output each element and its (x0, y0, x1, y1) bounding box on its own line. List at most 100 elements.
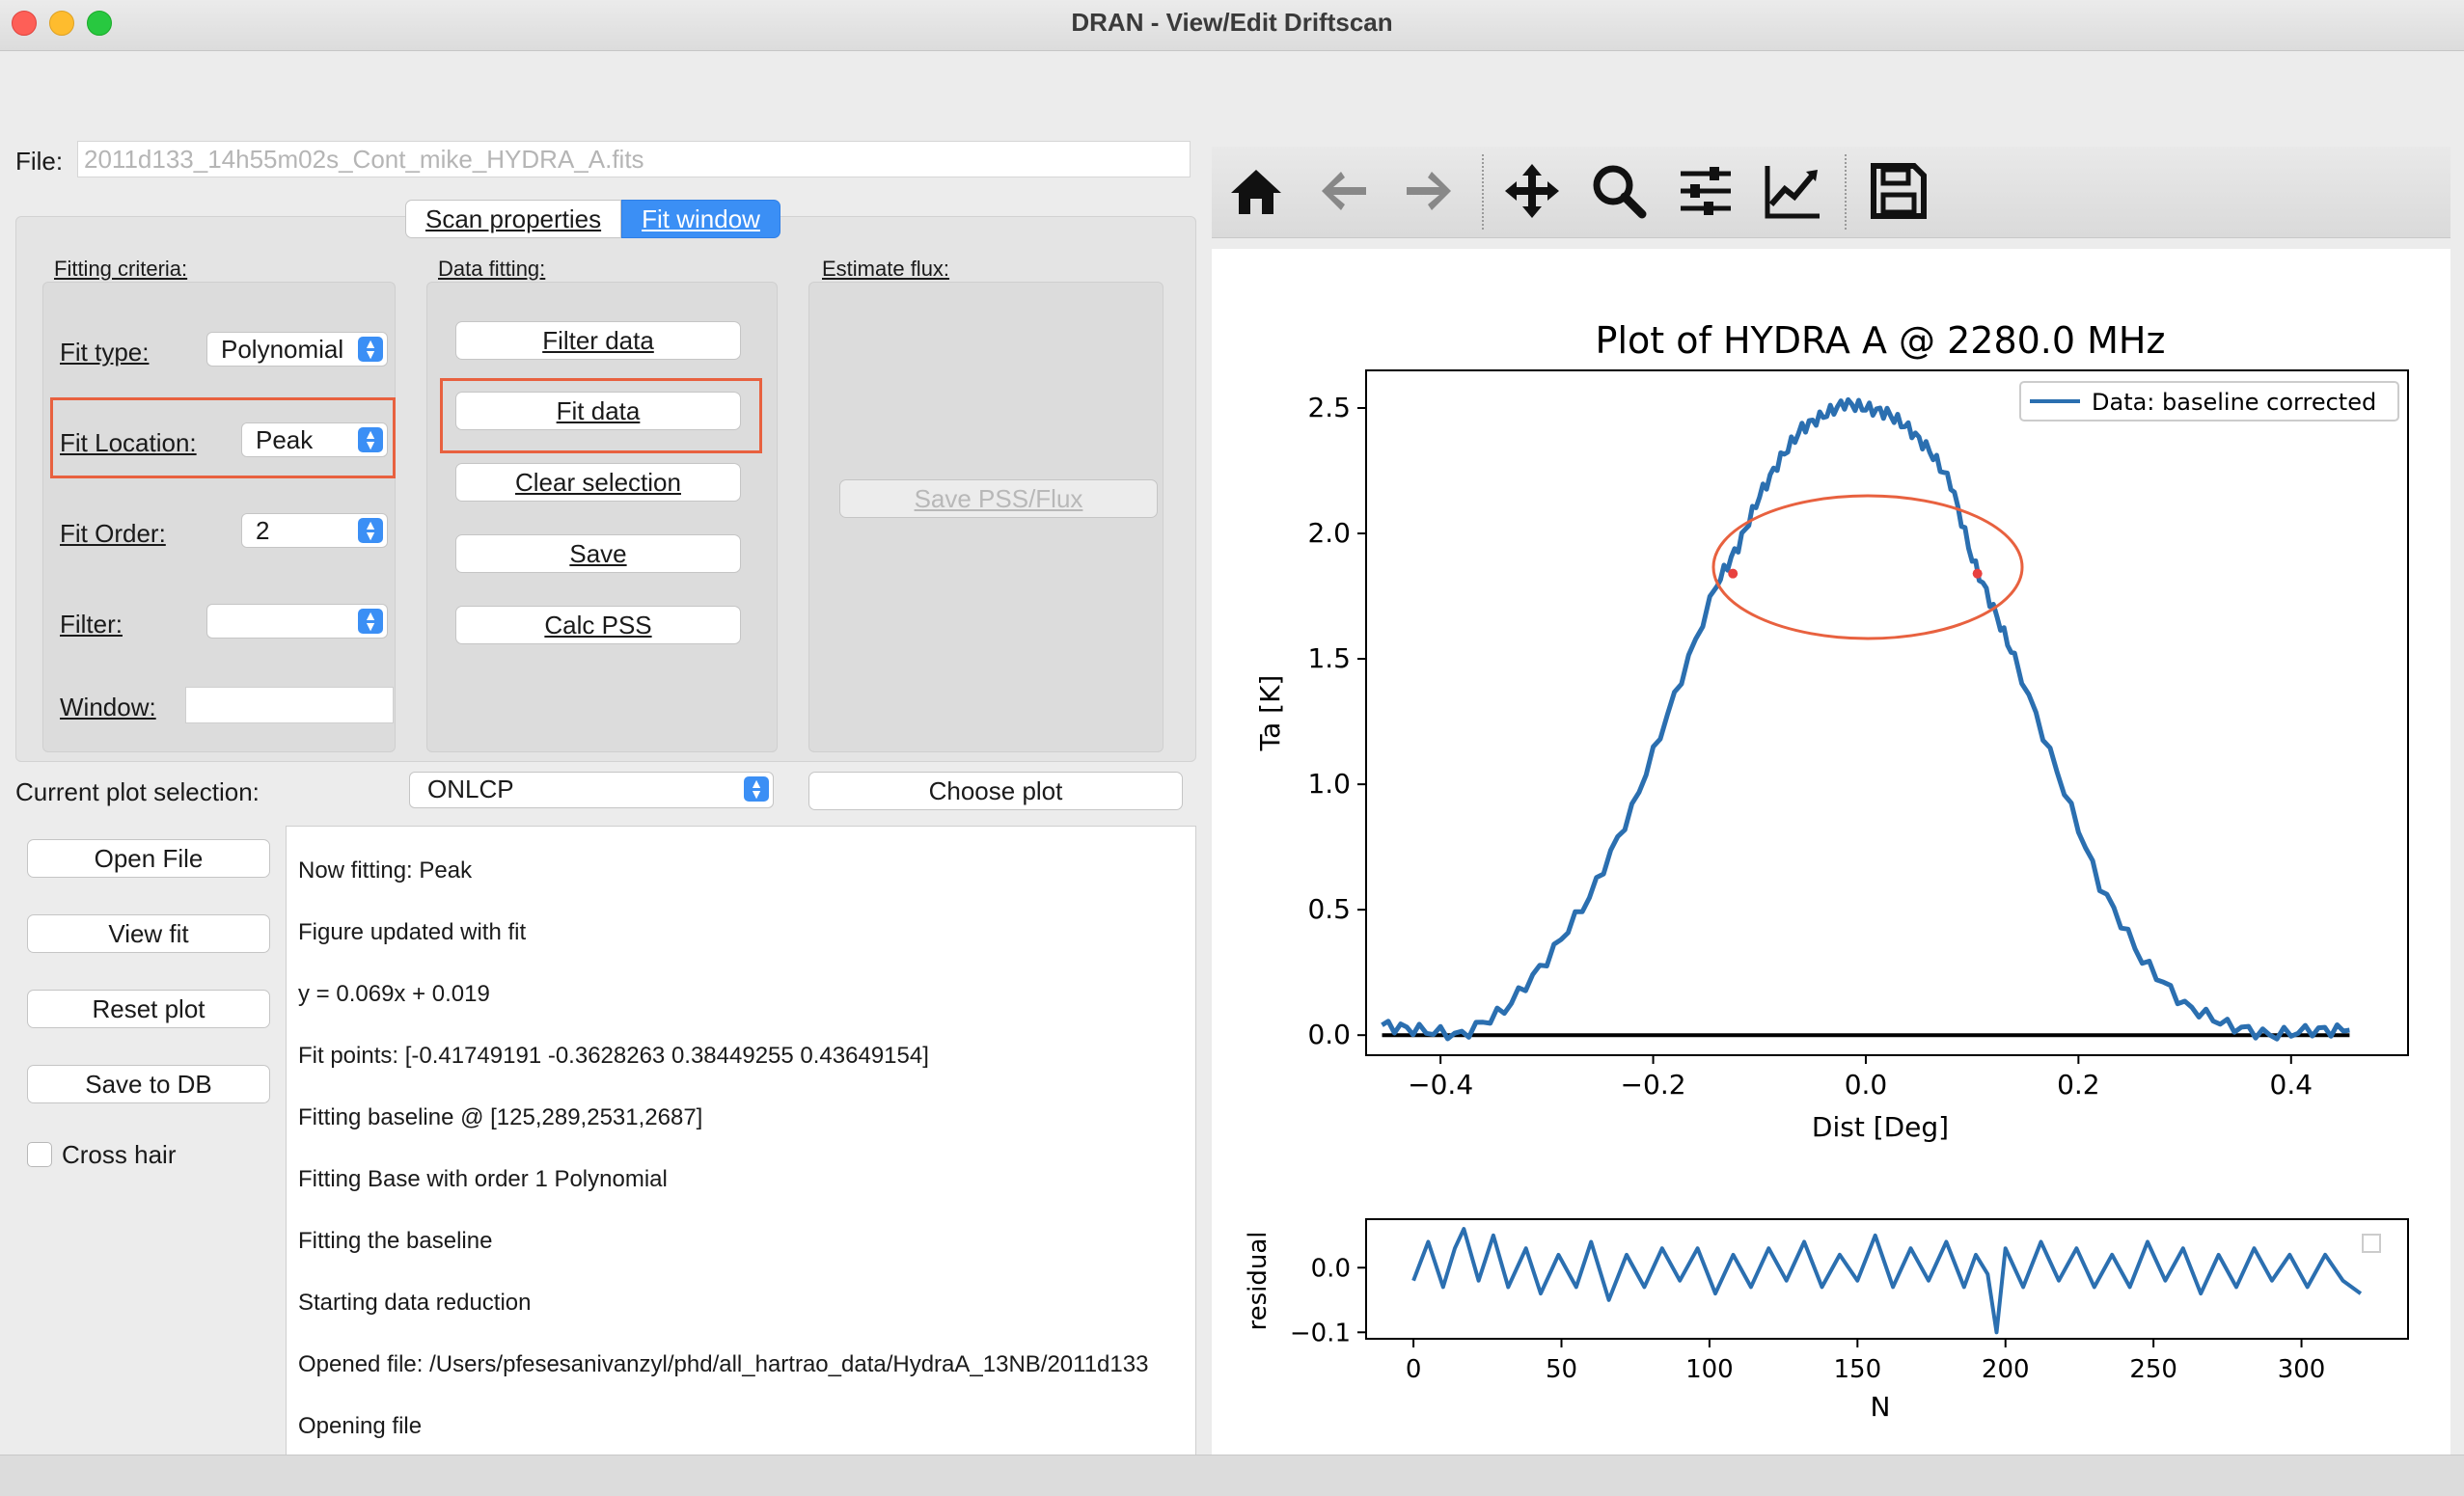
edit-axis-icon[interactable] (1762, 160, 1823, 222)
residual-series-line (1411, 1227, 2363, 1335)
fit-point (1972, 568, 1983, 579)
log-line: Fitting the baseline (298, 1228, 493, 1254)
fit-location-highlight (50, 397, 396, 478)
y-axis-label: Ta [K] (1254, 675, 1286, 752)
log-line: Figure updated with fit (298, 919, 527, 945)
fit-location-select[interactable]: Peak ▲ ▼ (241, 422, 388, 457)
plot-selection-label: Current plot selection: (15, 777, 260, 806)
chevron-updown-icon: ▲ ▼ (358, 518, 383, 543)
fit-data-button[interactable]: Fit data (455, 392, 741, 430)
forward-arrow-icon[interactable] (1399, 160, 1461, 222)
x-tick-label: −0.2 (1621, 1069, 1686, 1101)
x-tick-label: 150 (1833, 1355, 1881, 1384)
home-icon[interactable] (1225, 160, 1287, 222)
reset-plot-button[interactable]: Reset plot (27, 990, 270, 1028)
clear-selection-button[interactable]: Clear selection (455, 463, 741, 502)
y-tick-label: 0.5 (1307, 893, 1351, 925)
choose-plot-button[interactable]: Choose plot (808, 772, 1183, 810)
file-label: File: (15, 147, 64, 176)
x-tick-label: 0.0 (1845, 1069, 1888, 1101)
fit-order-label: Fit Order: (60, 519, 166, 548)
pan-icon[interactable] (1501, 160, 1563, 222)
log-line: Opened file: /Users/pfesesanivanzyl/phd/… (298, 1351, 1149, 1377)
chart-title: Plot of HYDRA A @ 2280.0 MHz (1596, 319, 2166, 362)
x-tick-label: 300 (2278, 1355, 2326, 1384)
tab-bar: Scan properties Fit window (405, 200, 780, 238)
save-to-db-button[interactable]: Save to DB (27, 1065, 270, 1103)
fit-location-label: Fit Location: (60, 428, 197, 457)
back-arrow-icon[interactable] (1312, 160, 1374, 222)
x-tick-label: −0.4 (1408, 1069, 1473, 1101)
log-panel[interactable]: Now fitting: Peak Figure updated with fi… (286, 826, 1196, 1468)
save-pss-flux-button[interactable]: Save PSS/Flux (839, 479, 1158, 518)
log-line: Fit points: [-0.41749191 -0.3628263 0.38… (298, 1043, 929, 1069)
plot-selection-value: ONLCP (427, 775, 514, 803)
window-input[interactable] (185, 687, 394, 723)
log-line: Starting data reduction (298, 1290, 532, 1316)
filter-select[interactable]: ▲ ▼ (206, 604, 388, 639)
filter-label: Filter: (60, 610, 123, 639)
fit-region-annotation (1711, 494, 2024, 640)
y-tick-label: 1.5 (1307, 642, 1351, 674)
zoom-window-button[interactable] (87, 11, 112, 36)
save-figure-icon[interactable] (1868, 160, 1930, 222)
x-axis-label: Dist [Deg] (1812, 1111, 1949, 1143)
log-line: Opening file (298, 1413, 423, 1439)
fit-type-value: Polynomial (221, 335, 344, 364)
minimize-window-button[interactable] (49, 11, 74, 36)
window-label: Window: (60, 693, 156, 721)
close-window-button[interactable] (12, 11, 37, 36)
calc-pss-button[interactable]: Calc PSS (455, 606, 741, 644)
zoom-icon[interactable] (1588, 160, 1650, 222)
y-tick-label: 2.5 (1307, 392, 1351, 423)
configure-subplots-icon[interactable] (1675, 160, 1737, 222)
estimate-flux-title: Estimate flux: (822, 257, 950, 281)
tab-fit-window[interactable]: Fit window (621, 200, 780, 238)
window-title: DRAN - View/Edit Driftscan (1071, 8, 1393, 37)
tab-scan-properties[interactable]: Scan properties (405, 200, 622, 238)
chevron-updown-icon: ▲ ▼ (358, 337, 383, 362)
fitting-criteria-title: Fitting criteria: (54, 257, 188, 281)
x-tick-label: 200 (1982, 1355, 2030, 1384)
x-tick-label: 0.4 (2270, 1069, 2313, 1101)
save-button[interactable]: Save (455, 534, 741, 573)
legend: Data: baseline corrected (2019, 381, 2399, 422)
cross-hair-checkbox[interactable] (27, 1142, 52, 1167)
data-series-line (1381, 396, 2350, 1042)
y-tick-label: 0.0 (1311, 1254, 1351, 1283)
x-tick-label: 250 (2129, 1355, 2177, 1384)
fit-type-label: Fit type: (60, 338, 150, 367)
status-bar (0, 1455, 2464, 1496)
residual-legend-box (2362, 1234, 2381, 1253)
log-line: Fitting baseline @ [125,289,2531,2687] (298, 1104, 703, 1130)
view-fit-button[interactable]: View fit (27, 914, 270, 953)
x-tick-label: 50 (1546, 1355, 1577, 1384)
residual-x-axis-label: N (1871, 1391, 1891, 1423)
y-tick-label: −0.1 (1290, 1319, 1351, 1347)
log-line: y = 0.069x + 0.019 (298, 981, 490, 1007)
file-path-field[interactable]: 2011d133_14h55m02s_Cont_mike_HYDRA_A.fit… (77, 141, 1191, 177)
data-fitting-group (426, 282, 778, 752)
fit-order-select[interactable]: 2 ▲ ▼ (241, 513, 388, 548)
residual-y-axis-label: residual (1244, 1231, 1273, 1330)
fit-location-value: Peak (256, 425, 314, 454)
fit-type-select[interactable]: Polynomial ▲ ▼ (206, 332, 388, 367)
legend-box (2019, 381, 2399, 422)
y-tick-label: 1.0 (1307, 768, 1351, 800)
filter-data-button[interactable]: Filter data (455, 321, 741, 360)
fit-order-value: 2 (256, 516, 270, 545)
y-tick-label: 2.0 (1307, 517, 1351, 549)
x-tick-label: 0.2 (2057, 1069, 2100, 1101)
x-tick-label: 0 (1406, 1355, 1422, 1384)
main-chart[interactable]: Plot of HYDRA A @ 2280.0 MHz 0.0 0.5 1.0 1.… (1212, 249, 2450, 1466)
x-tick-label: 100 (1685, 1355, 1734, 1384)
fit-data-highlight (440, 378, 762, 453)
open-file-button[interactable]: Open File (27, 839, 270, 878)
data-fitting-title: Data fitting: (438, 257, 546, 281)
title-bar: DRAN - View/Edit Driftscan (0, 0, 2464, 51)
log-line: Fitting Base with order 1 Polynomial (298, 1166, 668, 1192)
fit-point (1728, 568, 1738, 579)
plot-selection-select[interactable]: ONLCP ▲ ▼ (409, 772, 774, 808)
plot-canvas[interactable]: Plot of HYDRA A @ 2280.0 MHz 0.0 0.5 1.0 1.… (1212, 249, 2450, 1466)
y-tick-label: 0.0 (1307, 1019, 1351, 1050)
